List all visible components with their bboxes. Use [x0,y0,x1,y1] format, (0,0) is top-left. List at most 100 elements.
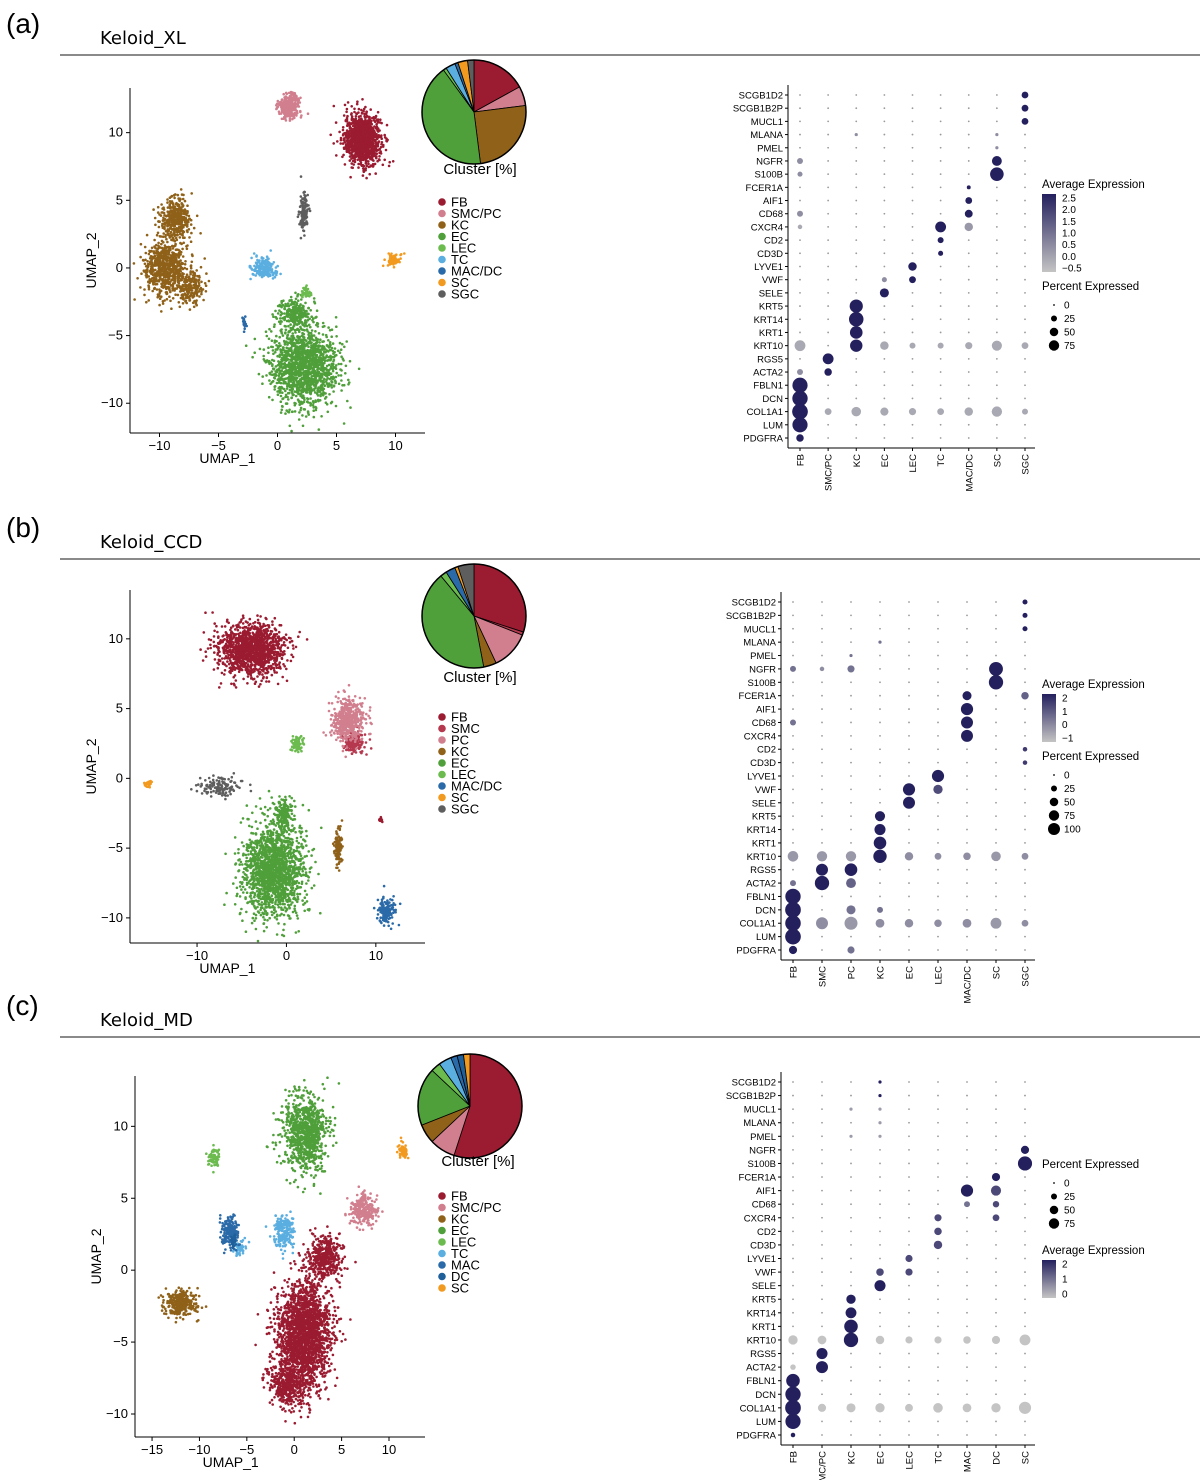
umap-point [331,347,334,350]
umap-point [300,175,303,178]
umap-point [317,361,320,364]
umap-point [347,383,350,386]
umap-point [316,393,319,396]
umap-point [295,339,298,342]
umap-point [339,368,342,371]
umap-point [375,152,378,155]
umap-point [160,203,163,206]
umap-point [376,128,379,131]
umap-point [286,320,289,323]
y-tick-label: 0 [116,260,123,275]
umap-point [268,379,271,382]
umap-point [361,164,364,167]
umap-point [172,257,175,260]
umap-point [196,275,199,278]
umap-point [298,105,301,108]
umap-point [301,290,304,293]
umap-point [314,353,317,356]
umap-point [192,295,195,298]
umap-point [319,393,322,396]
umap-point [253,265,256,268]
umap-point [285,119,288,122]
umap-point [301,305,304,308]
legend-swatch [438,256,446,264]
umap-point [150,263,153,266]
umap-point [326,403,329,406]
umap-point [307,378,310,381]
umap-point [322,370,325,373]
umap-point [265,374,268,377]
umap-point [281,118,284,121]
umap-point [303,382,306,385]
umap-point [281,398,284,401]
umap-point [183,278,186,281]
umap-point [279,353,282,356]
umap-point [172,237,175,240]
umap-point [289,364,292,367]
umap-point [340,389,343,392]
umap-point [272,353,275,356]
umap-point [358,115,361,118]
umap-point [313,339,316,342]
umap-point [349,406,352,409]
umap-point [292,303,295,306]
umap-point [145,265,148,268]
umap-point [310,375,313,378]
umap-point [291,100,294,103]
umap-point [353,136,356,139]
umap-point [276,317,279,320]
umap-point [346,108,349,111]
umap-cluster [275,91,309,122]
umap-point [290,94,293,97]
umap-point [156,271,159,274]
umap-point [280,395,283,398]
umap-point [336,140,339,143]
umap-point [261,257,264,260]
umap-point [325,367,328,370]
umap-point [302,345,305,348]
umap-point [304,345,307,348]
umap-point [303,348,306,351]
umap-point [325,371,328,374]
umap-point [335,121,338,124]
umap-point [176,215,179,218]
umap-point [255,254,258,257]
umap-point [362,145,365,148]
umap-point [386,124,389,127]
umap-point [162,264,165,267]
umap-point [310,332,313,335]
umap-point [285,377,288,380]
umap-point [181,234,184,237]
umap-point [191,287,194,290]
umap-point [299,393,302,396]
umap-point [349,127,352,130]
umap-point [307,112,310,115]
umap-point [335,316,338,319]
umap-point [265,330,268,333]
umap-point [179,236,182,239]
umap-point [375,134,378,137]
umap-point [166,198,169,201]
umap-point [268,372,271,375]
umap-point [175,219,178,222]
umap-point [200,281,203,284]
gene-label: CD2 [764,236,783,247]
umap-point [164,250,167,253]
umap-point [143,294,146,297]
umap-point [267,352,270,355]
umap-point [288,383,291,386]
umap-point [157,242,160,245]
umap-point [339,342,342,345]
umap-point [279,344,282,347]
umap-point [320,360,323,363]
umap-point [290,340,293,343]
umap-point [290,303,293,306]
umap-point [289,337,292,340]
umap-point [294,362,297,365]
umap-point [310,315,313,318]
umap-point [337,350,340,353]
umap-point [167,206,170,209]
umap-point [265,271,268,274]
umap-point [306,366,309,369]
umap-point [307,398,310,401]
